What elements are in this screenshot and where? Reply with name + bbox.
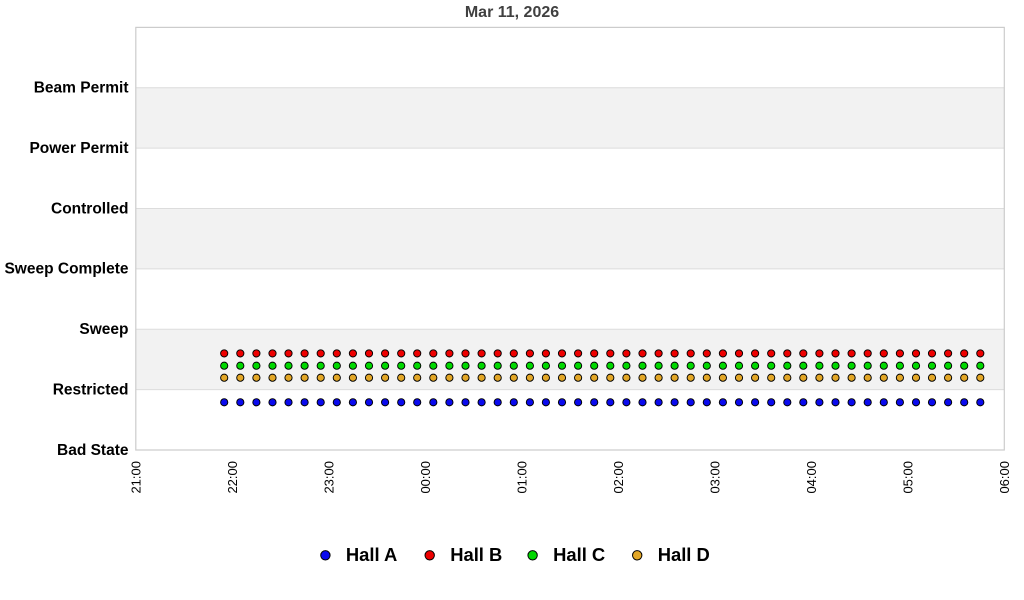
- svg-text:05:00: 05:00: [901, 461, 916, 494]
- svg-text:Hall A: Hall A: [346, 544, 397, 565]
- svg-text:Mar 11, 2026: Mar 11, 2026: [465, 4, 559, 21]
- svg-text:01:00: 01:00: [515, 461, 530, 494]
- svg-text:Power Permit: Power Permit: [29, 140, 128, 157]
- svg-text:02:00: 02:00: [611, 461, 626, 494]
- svg-text:Controlled: Controlled: [51, 200, 129, 217]
- svg-text:00:00: 00:00: [418, 461, 433, 494]
- svg-text:Sweep: Sweep: [79, 321, 128, 338]
- svg-text:Hall B: Hall B: [450, 544, 502, 565]
- svg-text:Sweep Complete: Sweep Complete: [4, 261, 128, 278]
- svg-text:Hall C: Hall C: [553, 544, 605, 565]
- svg-text:23:00: 23:00: [322, 461, 337, 494]
- svg-text:Restricted: Restricted: [53, 381, 129, 398]
- svg-text:Beam Permit: Beam Permit: [34, 80, 129, 97]
- svg-text:Hall D: Hall D: [658, 544, 710, 565]
- svg-text:Bad State: Bad State: [57, 442, 129, 459]
- svg-text:04:00: 04:00: [804, 461, 819, 494]
- svg-text:21:00: 21:00: [129, 461, 144, 494]
- svg-text:03:00: 03:00: [708, 461, 723, 494]
- svg-text:22:00: 22:00: [225, 461, 240, 494]
- svg-text:06:00: 06:00: [997, 461, 1012, 494]
